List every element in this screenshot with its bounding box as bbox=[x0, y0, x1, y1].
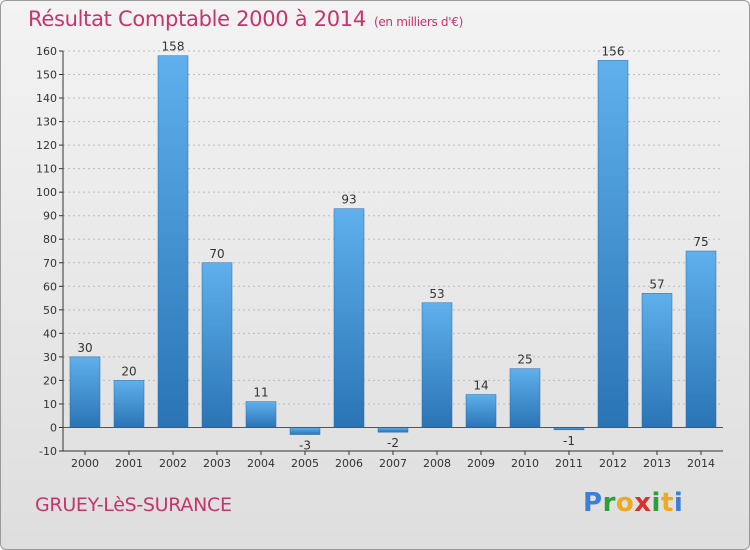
data-label-2000: 30 bbox=[77, 341, 92, 355]
y-tick-label: 160 bbox=[36, 45, 57, 58]
data-label-2008: 53 bbox=[429, 287, 444, 301]
axis-layer: -10 0 10 20 30 40 50 60 70 80 90 100 110 120 130 140 150… bbox=[36, 45, 723, 470]
bar-2003 bbox=[201, 262, 233, 428]
data-label-2006: 93 bbox=[341, 193, 356, 207]
y-tick-label: 60 bbox=[43, 280, 57, 293]
x-tick-label: 2006 bbox=[335, 457, 363, 470]
data-label-2003: 70 bbox=[209, 247, 224, 261]
data-label-2014: 75 bbox=[693, 235, 708, 249]
x-tick-label: 2001 bbox=[115, 457, 143, 470]
x-tick-label: 2011 bbox=[555, 457, 583, 470]
x-tick-label: 2012 bbox=[599, 457, 627, 470]
logo-letter: P bbox=[583, 488, 603, 518]
data-label-2012: 156 bbox=[602, 44, 625, 58]
x-tick-label: 2007 bbox=[379, 457, 407, 470]
y-tick-label: 20 bbox=[43, 374, 57, 387]
bar-2006 bbox=[333, 208, 365, 428]
data-label-2001: 20 bbox=[121, 364, 136, 378]
bar-2012 bbox=[597, 60, 629, 428]
data-label-2007: -2 bbox=[387, 436, 399, 450]
x-tick-label: 2005 bbox=[291, 457, 319, 470]
y-tick-label: 120 bbox=[36, 139, 57, 152]
data-label-2013: 57 bbox=[649, 277, 664, 291]
data-label-2010: 25 bbox=[517, 353, 532, 367]
x-tick-label: 2000 bbox=[71, 457, 99, 470]
bar-2010 bbox=[509, 368, 541, 428]
y-tick-label: 100 bbox=[36, 186, 57, 199]
chart-subtitle: (en milliers d'€) bbox=[373, 15, 463, 29]
y-tick-label: 10 bbox=[43, 398, 57, 411]
y-tick-label: 30 bbox=[43, 351, 57, 364]
logo-letter: x bbox=[634, 488, 652, 518]
x-tick-label: 2009 bbox=[467, 457, 495, 470]
bar-2014 bbox=[685, 250, 717, 428]
data-label-2009: 14 bbox=[473, 379, 488, 393]
y-tick-label: -10 bbox=[39, 445, 57, 458]
municipality-name: GRUEY-LèS-SURANCE bbox=[35, 494, 232, 516]
chart-title: Résultat Comptable 2000 à 2014 (en millie… bbox=[28, 7, 463, 31]
y-tick-label: 130 bbox=[36, 116, 57, 129]
y-tick-label: 90 bbox=[43, 210, 57, 223]
data-label-2004: 11 bbox=[253, 386, 268, 400]
x-tick-label: 2002 bbox=[159, 457, 187, 470]
chart-title-text: Résultat Comptable 2000 à 2014 bbox=[28, 7, 366, 31]
y-tick-label: 0 bbox=[50, 421, 57, 434]
y-tick-label: 40 bbox=[43, 327, 57, 340]
label-layer: 30 20 158 70 11 -3 93 -2 53 14 25 -1 156 57 75 bbox=[77, 40, 708, 453]
y-tick-label: 110 bbox=[36, 163, 57, 176]
bar-2004 bbox=[245, 401, 277, 428]
y-tick-label: 150 bbox=[36, 69, 57, 82]
x-tick-label: 2003 bbox=[203, 457, 231, 470]
x-tick-label: 2014 bbox=[687, 457, 715, 470]
data-label-2005: -3 bbox=[299, 439, 311, 453]
x-tick-label: 2008 bbox=[423, 457, 451, 470]
bar-2007 bbox=[377, 427, 409, 433]
data-label-2002: 158 bbox=[162, 40, 185, 54]
y-tick-label: 50 bbox=[43, 304, 57, 317]
logo-letter: t bbox=[660, 488, 674, 518]
bar-2013 bbox=[641, 293, 673, 428]
bar-2000 bbox=[69, 356, 101, 428]
y-tick-label: 70 bbox=[43, 257, 57, 270]
y-tick-label: 140 bbox=[36, 92, 57, 105]
bar-layer bbox=[69, 55, 717, 435]
logo-letter: i bbox=[673, 488, 684, 518]
bar-2005 bbox=[289, 427, 321, 435]
bar-2001 bbox=[113, 380, 145, 428]
bar-2009 bbox=[465, 394, 497, 428]
logo-letter: r bbox=[602, 488, 616, 518]
bar-2008 bbox=[421, 302, 453, 428]
data-label-2011: -1 bbox=[563, 434, 575, 448]
y-tick-label: 80 bbox=[43, 233, 57, 246]
proxiti-logo: Proxiti bbox=[583, 488, 683, 518]
x-tick-label: 2010 bbox=[511, 457, 539, 470]
x-tick-label: 2013 bbox=[643, 457, 671, 470]
bar-2002 bbox=[157, 55, 189, 428]
logo-letter: i bbox=[651, 488, 661, 518]
x-tick-label: 2004 bbox=[247, 457, 275, 470]
logo-letter: o bbox=[615, 488, 635, 518]
